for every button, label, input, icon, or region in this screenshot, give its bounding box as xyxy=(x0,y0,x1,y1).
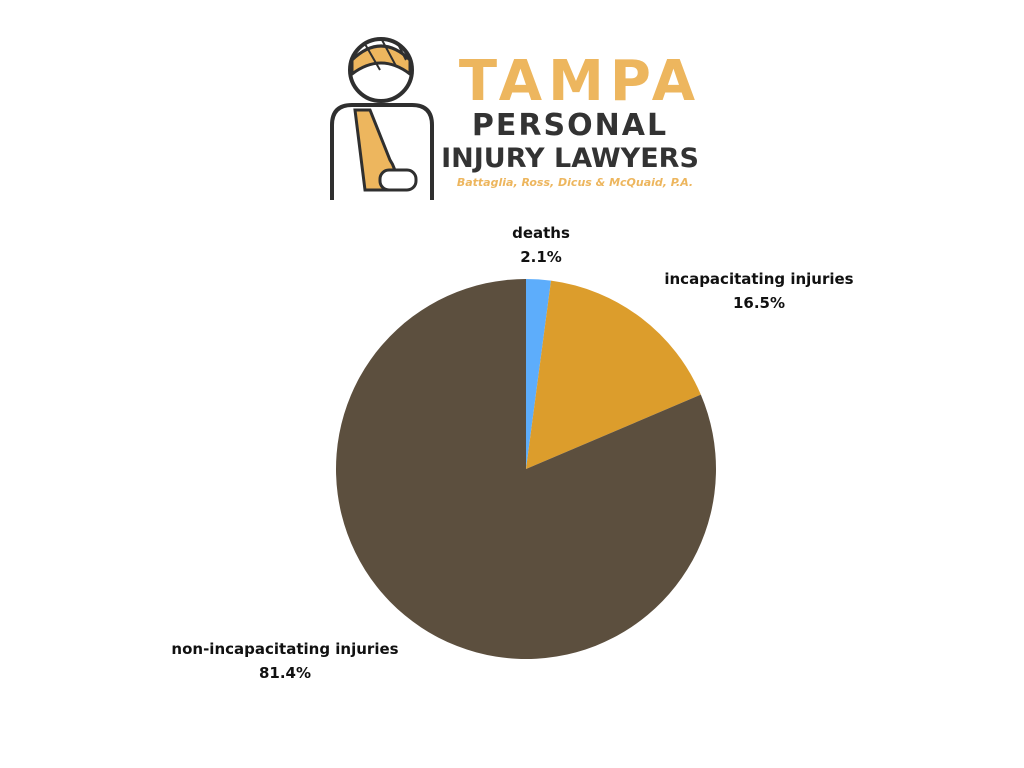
pie-labels: deaths 2.1% incapacitating injuries 16.5% no… xyxy=(171,224,853,682)
slice-label-deaths: deaths xyxy=(512,224,570,242)
pie-slice-deaths xyxy=(526,279,551,469)
slice-label-non-incapacitating-injuries: non-incapacitating injuries xyxy=(171,640,398,658)
injured-person-icon xyxy=(330,37,434,200)
slice-label-incapacitating-injuries: incapacitating injuries xyxy=(664,270,853,288)
slice-value-incapacitating-injuries: 16.5% xyxy=(733,294,785,312)
pie-slices xyxy=(336,279,717,660)
logo-line-injury-lawyers: INJURY LAWYERS xyxy=(441,143,699,174)
logo-tagline: Battaglia, Ross, Dicus & McQuaid, P.A. xyxy=(457,176,693,189)
pie-slice-incapacitating-injuries xyxy=(526,280,701,469)
firm-logo: TAMPA PERSONAL INJURY LAWYERS Battaglia,… xyxy=(330,37,701,200)
logo-line-personal: PERSONAL xyxy=(472,108,668,143)
slice-value-deaths: 2.1% xyxy=(520,248,562,266)
slice-value-non-incapacitating-injuries: 81.4% xyxy=(259,664,311,682)
pie-slice-non-incapacitating-injuries xyxy=(336,279,717,660)
logo-line-tampa: TAMPA xyxy=(459,49,701,114)
